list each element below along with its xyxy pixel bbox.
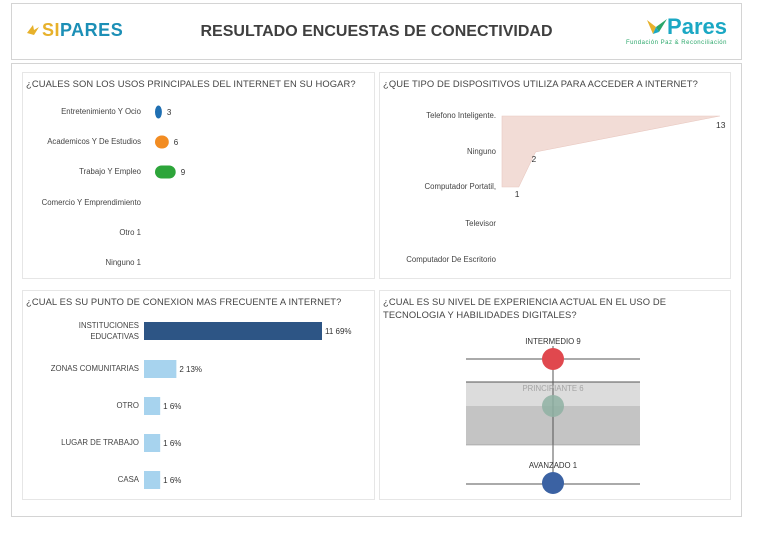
usage-dot-marker: [155, 105, 162, 119]
pares-logo-name: Pares: [667, 14, 727, 39]
devices-chart: 13 2 1: [501, 115, 726, 199]
data-label: 1 6%: [163, 476, 181, 485]
usage-chart: 3 6 9: [155, 105, 186, 179]
pares-logo: Pares Fundación Paz & Reconciliación: [626, 14, 727, 46]
experience-chart: INTERMEDIO 9 PRINCIPIANTE 6 AVANZADO 1: [466, 337, 640, 494]
usage-dot-marker: [155, 165, 176, 179]
connection-chart: 11 69% 2 13% 1 6% 1 6% 1 6%: [144, 322, 352, 489]
devices-chart-title: ¿QUE TIPO DE DISPOSITIVOS UTILIZA PARA A…: [383, 78, 698, 89]
data-label: AVANZADO 1: [529, 461, 577, 470]
experience-panel: ¿CUAL ES SU NIVEL DE EXPERIENCIA ACTUAL …: [379, 290, 731, 500]
bird-logo-icon: [27, 25, 39, 35]
connection-bar: [144, 397, 161, 415]
category-label: Trabajo Y Empleo: [79, 167, 141, 176]
category-label: Academicos Y De Estudios: [47, 137, 141, 146]
category-label: Ninguno: [466, 147, 496, 156]
connection-bar: [144, 360, 177, 378]
devices-panel: ¿QUE TIPO DE DISPOSITIVOS UTILIZA PARA A…: [379, 72, 731, 279]
pares-logo-subtitle: Fundación Paz & Reconciliación: [625, 40, 727, 46]
data-label: INTERMEDIO 9: [525, 337, 580, 346]
experience-marker: [542, 348, 564, 370]
category-label: Otro 1: [119, 228, 141, 237]
data-label: 6: [174, 138, 179, 147]
data-label: 2 13%: [179, 365, 202, 374]
usage-chart-title: ¿CUALES SON LOS USOS PRINCIPALES DEL INT…: [26, 78, 356, 89]
category-label: OTRO: [116, 401, 139, 410]
pares-bird-icon: [647, 19, 668, 34]
dashboard-body: ¿CUALES SON LOS USOS PRINCIPALES DEL INT…: [11, 63, 742, 517]
connection-panel: ¿CUAL ES SU PUNTO DE CONEXION MAS FRECUE…: [22, 290, 375, 500]
data-label: 1 6%: [163, 402, 181, 411]
devices-area-series: [501, 115, 721, 188]
data-label: 2: [532, 154, 537, 164]
data-label: 11 69%: [325, 327, 352, 336]
category-label: Entretenimiento Y Ocio: [61, 107, 141, 116]
logo-pares-text: PARES: [60, 20, 124, 40]
category-label: Computador De Escritorio: [406, 255, 496, 264]
data-label: 1: [515, 189, 520, 199]
category-label: Telefono Inteligente.: [426, 111, 496, 120]
connection-bar: [144, 322, 322, 340]
experience-marker: [542, 472, 564, 494]
usage-dot-marker: [155, 135, 169, 149]
category-label: Computador Portatil,: [424, 182, 496, 191]
category-label: CASA: [117, 475, 139, 484]
page-title: RESULTADO ENCUESTAS DE CONECTIVIDAD: [200, 23, 553, 40]
category-label: LUGAR DE TRABAJO: [61, 438, 139, 447]
data-label: 13: [716, 120, 726, 130]
logo-si-text: SI: [42, 20, 61, 40]
header-bar: SIPARES RESULTADO ENCUESTAS DE CONECTIVI…: [11, 3, 742, 60]
category-label: ZONAS COMUNITARIAS: [50, 364, 139, 373]
category-label: Televisor: [465, 219, 496, 228]
experience-marker: [542, 395, 564, 417]
connection-bar: [144, 434, 161, 452]
category-label: INSTITUCIONES EDUCATIVAS: [78, 321, 139, 341]
experience-chart-title: ¿CUAL ES SU NIVEL DE EXPERIENCIA ACTUAL …: [383, 296, 667, 320]
data-label: 1 6%: [163, 439, 181, 448]
data-label: 3: [167, 108, 172, 117]
connection-chart-title: ¿CUAL ES SU PUNTO DE CONEXION MAS FRECUE…: [26, 296, 342, 307]
data-label: PRINCIPIANTE 6: [522, 384, 583, 393]
category-label: Comercio Y Emprendimiento: [41, 198, 141, 207]
usage-panel: ¿CUALES SON LOS USOS PRINCIPALES DEL INT…: [22, 72, 375, 279]
data-label: 9: [181, 168, 186, 177]
category-label: Ninguno 1: [105, 258, 141, 267]
connection-bar: [144, 471, 161, 489]
sipares-logo: SIPARES: [26, 20, 123, 41]
